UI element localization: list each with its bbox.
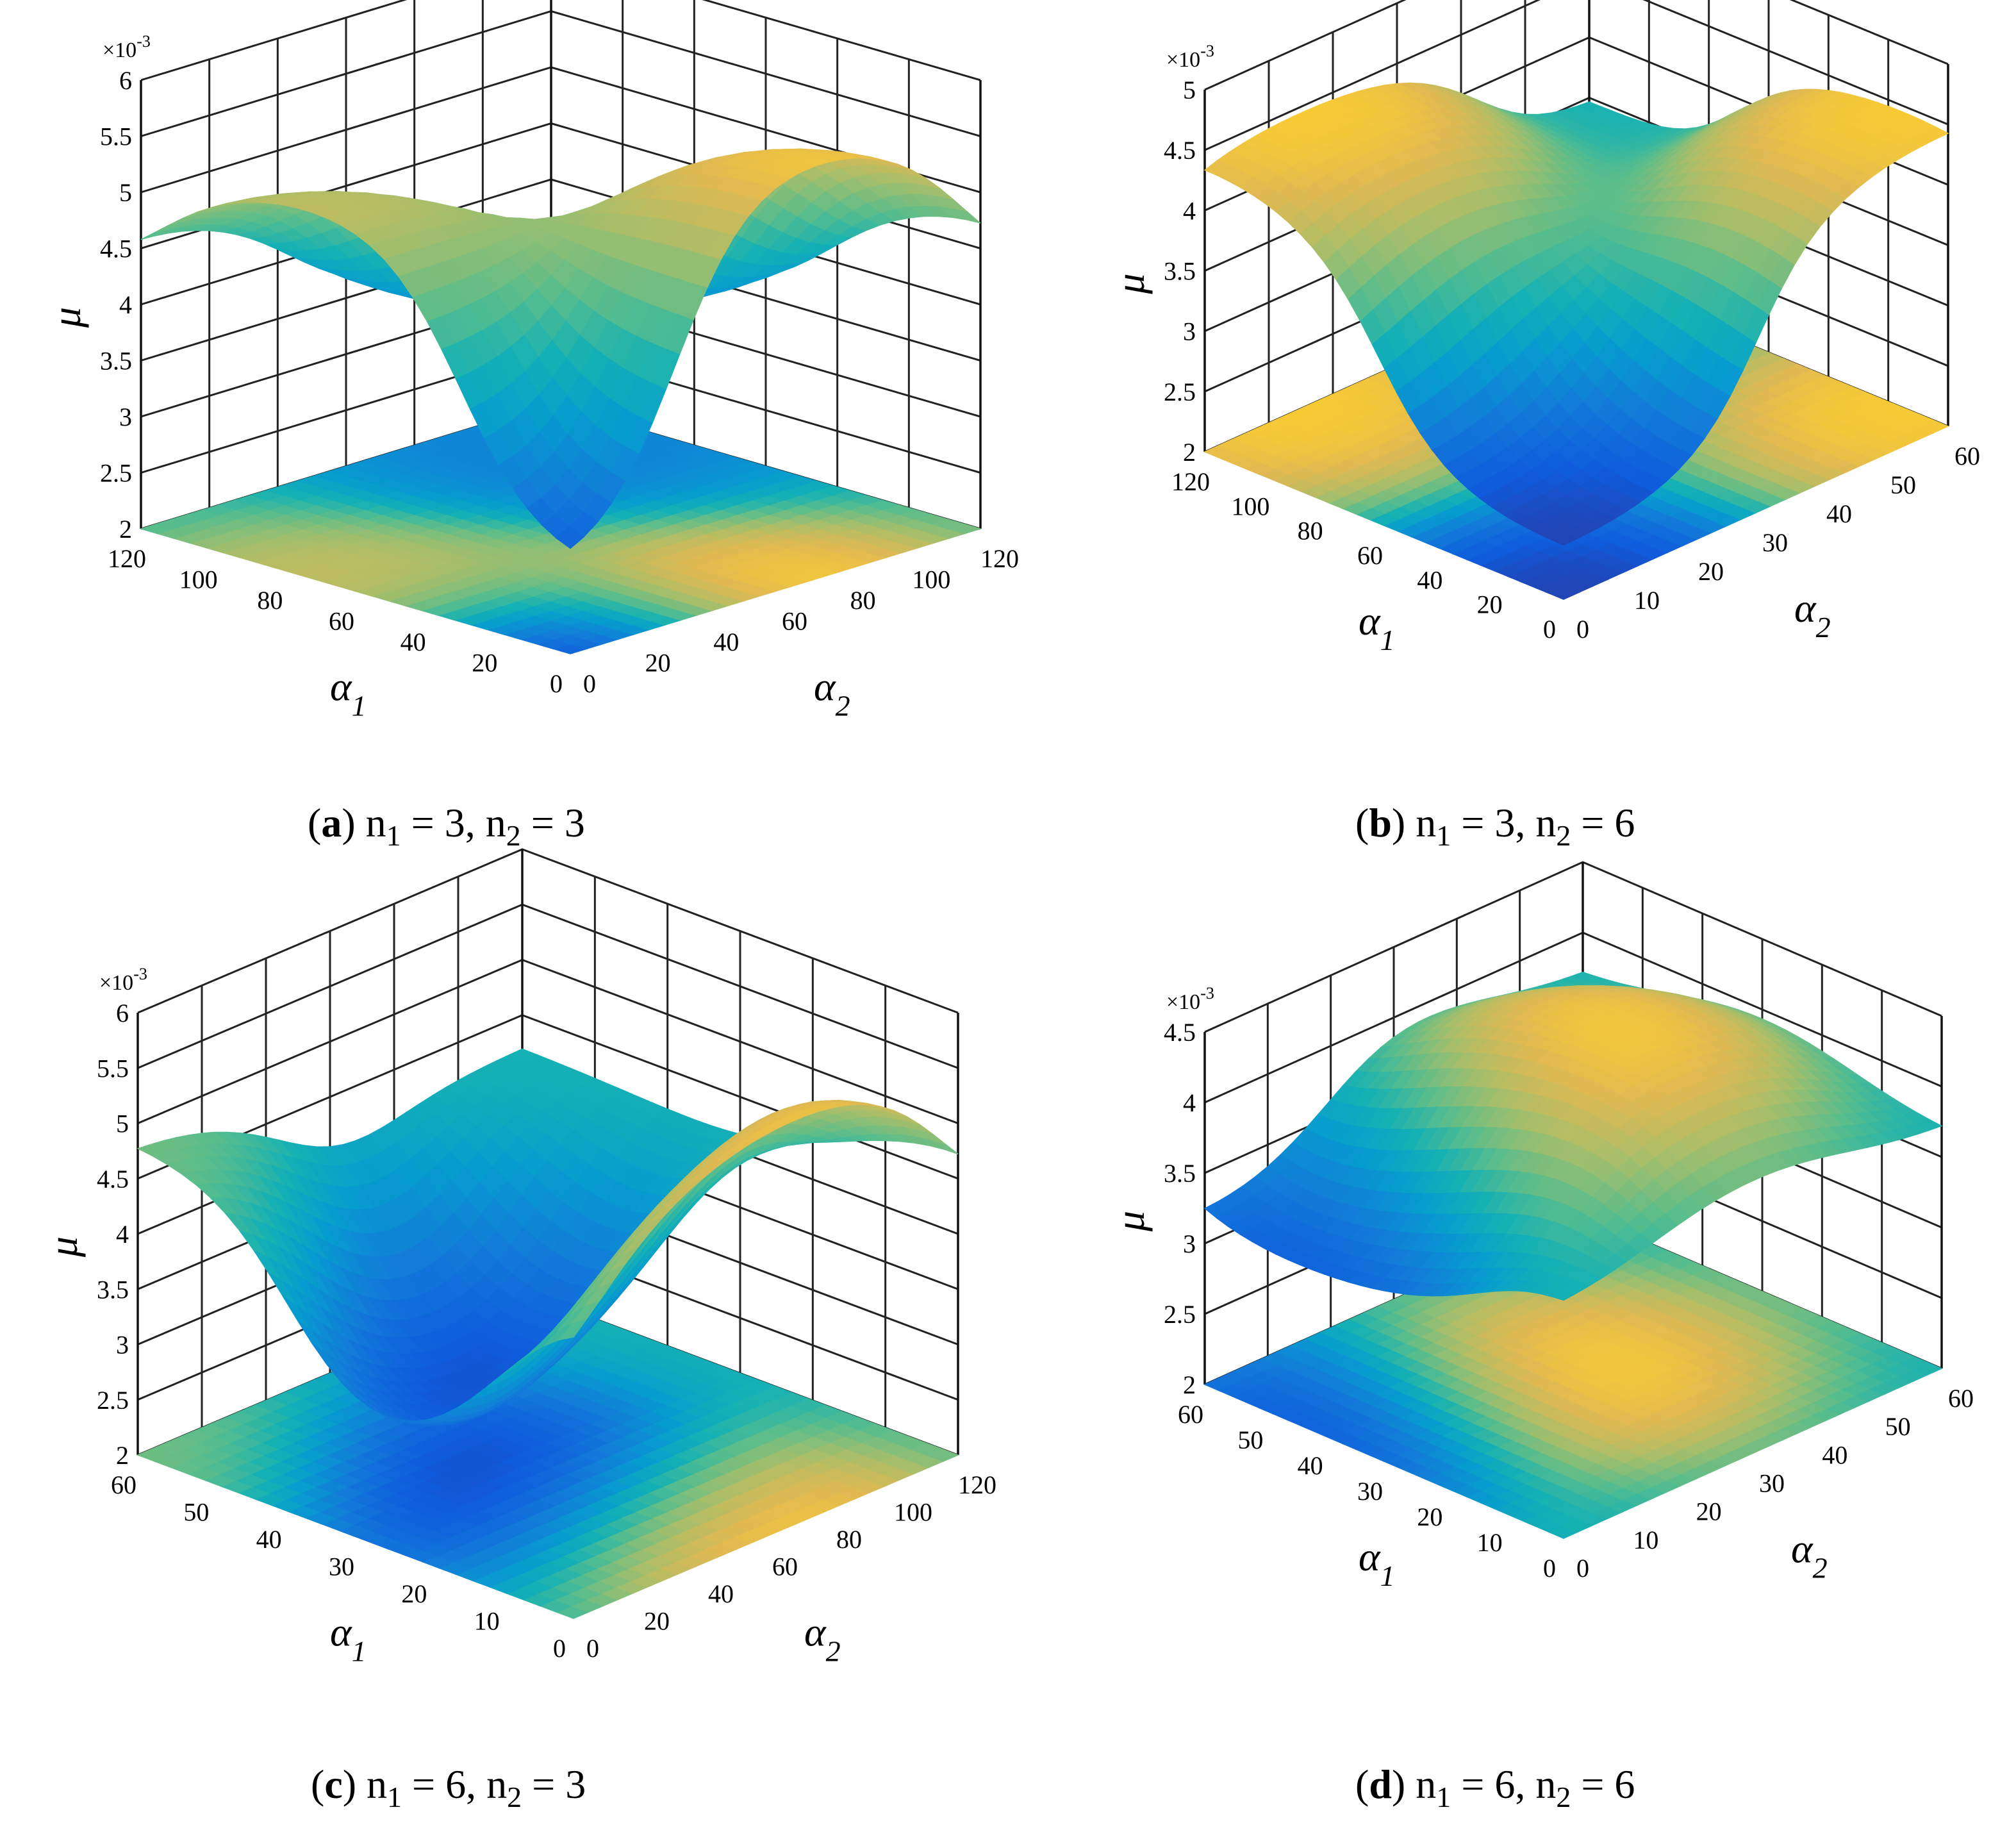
x-tick-label: 60 [1357,541,1383,570]
y-tick-label: 60 [1954,442,1980,470]
y-tick-label: 120 [958,1470,996,1499]
x-axis-title: α1 [1359,598,1395,656]
z-multiplier-label: ×10-3 [1166,42,1214,72]
y-axis-title: α2 [804,1610,841,1668]
x-tick-label: 0 [1543,615,1556,644]
z-tick-label: 6 [116,999,129,1027]
y-tick-label: 60 [782,607,807,636]
z-tick-label: 3 [119,403,132,431]
surface-patch [555,526,585,549]
z-tick-label: 3 [1183,317,1196,346]
y-tick-label: 20 [645,649,671,678]
x-tick-label: 100 [179,565,218,594]
y-tick-label: 20 [644,1607,670,1636]
x-tick-label: 120 [1171,467,1210,496]
y-tick-label: 0 [583,669,596,698]
y-tick-label: 100 [912,565,950,594]
z-tick-label: 3.5 [100,347,132,376]
x-tick-label: 80 [1298,517,1323,545]
x-tick-label: 40 [1417,565,1442,594]
z-tick-label: 4.5 [100,235,132,263]
grid-line [140,10,981,137]
surface-mesh [140,148,981,549]
z-tick-label: 3.5 [97,1275,129,1304]
x-tick-label: 40 [401,628,426,656]
z-tick-label: 4.5 [1164,136,1196,165]
grid-line [137,848,959,1014]
z-tick-label: 2 [1183,438,1196,467]
grid-line [1204,0,1949,91]
x-tick-label: 60 [111,1470,136,1499]
z-multiplier-label: ×10-3 [99,965,147,995]
z-tick-label: 4 [116,1220,129,1249]
x-tick-label: 10 [474,1607,500,1636]
panel-b-surface-plot: 22.533.544.55020406080100120010203040506… [1107,0,1980,656]
z-tick-label: 2 [119,515,132,544]
y-axis-title: α2 [814,664,850,722]
panel-c-surface-plot: 22.533.544.555.5601020304050600204060801… [40,848,996,1668]
z-tick-label: 2.5 [97,1386,129,1415]
x-axis-title: α1 [330,1610,367,1668]
panel-d-surface-plot: 22.533.544.501020304050600102030405060×1… [1107,861,1974,1592]
z-tick-label: 4 [1183,196,1196,225]
grid-line [140,0,981,81]
y-tick-label: 30 [1762,528,1788,557]
x-tick-label: 0 [550,669,563,698]
panel-a-surface-plot: 22.533.544.555.5602040608010012002040608… [44,0,1019,722]
z-axis-title: μ [44,307,89,328]
surface-mesh [1203,82,1949,545]
x-tick-label: 100 [1231,492,1269,520]
x-tick-label: 60 [329,607,354,636]
y-tick-label: 10 [1634,586,1660,615]
z-tick-label: 5 [119,178,132,207]
x-tick-label: 80 [257,586,283,615]
z-tick-label: 2.5 [100,459,132,488]
y-tick-label: 80 [850,586,876,615]
z-tick-label: 4 [119,290,132,319]
tick-labels: 22.533.544.555.5602040608010012002040608… [100,32,1019,698]
z-tick-label: 3.5 [1164,257,1196,286]
z-axis-title: μ [1107,273,1153,294]
z-tick-label: 5 [1183,76,1196,104]
x-tick-label: 20 [1477,590,1503,619]
z-tick-label: 5.5 [100,122,132,151]
x-tick-label: 50 [183,1498,209,1527]
x-axis-title: α1 [330,664,367,722]
z-tick-label: 5.5 [97,1054,129,1083]
x-tick-label: 30 [329,1552,354,1581]
grid-line [137,903,959,1069]
y-tick-label: 40 [713,628,739,656]
surface-mesh [136,1048,959,1426]
y-axis-title: α2 [1794,585,1831,644]
y-tick-label: 20 [1698,557,1724,586]
z-tick-label: 2 [116,1441,129,1470]
z-tick-label: 6 [119,66,132,95]
z-multiplier-label: ×10-3 [103,32,151,62]
z-axis-title: μ [40,1236,86,1258]
z-tick-label: 4.5 [97,1165,129,1194]
y-tick-label: 60 [772,1552,798,1581]
y-tick-label: 40 [1826,499,1852,528]
x-tick-label: 20 [472,649,497,678]
x-tick-label: 20 [401,1579,427,1608]
y-tick-label: 50 [1890,470,1916,499]
x-tick-label: 120 [108,544,146,573]
y-tick-label: 40 [708,1579,734,1608]
y-tick-label: 0 [1576,615,1589,644]
y-tick-label: 120 [980,544,1019,573]
z-tick-label: 3 [116,1331,129,1360]
y-tick-label: 80 [836,1525,862,1554]
x-tick-label: 0 [553,1634,566,1663]
grid-line [1204,0,1949,151]
z-tick-label: 2.5 [1164,378,1196,406]
y-tick-label: 100 [894,1498,932,1527]
x-tick-label: 40 [256,1525,282,1554]
y-tick-label: 0 [586,1634,599,1663]
z-tick-label: 5 [116,1110,129,1138]
